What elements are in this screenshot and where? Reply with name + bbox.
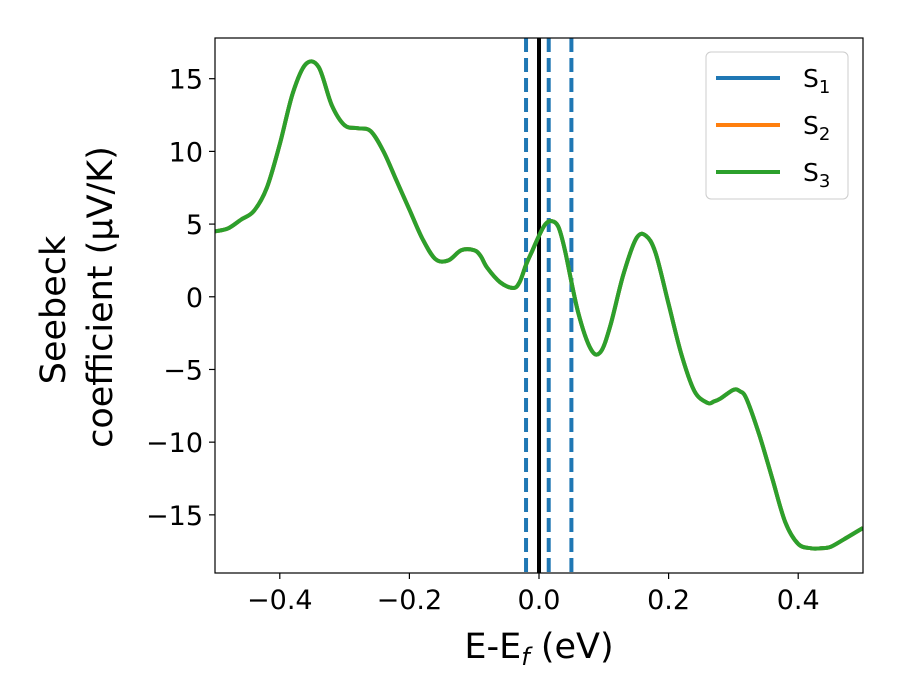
y-tick-label: −15	[146, 501, 203, 532]
x-tick-label: 0.2	[647, 585, 690, 616]
x-tick-label: −0.4	[247, 585, 313, 616]
y-tick-label: 5	[186, 210, 203, 241]
y-tick-label: −5	[163, 355, 203, 386]
legend-label: S1	[803, 64, 830, 98]
x-tick-label: −0.2	[377, 585, 443, 616]
x-tick-label: 0.4	[777, 585, 820, 616]
legend-item-S3: S3	[716, 158, 830, 192]
y-axis-label-line1: Seebeck	[34, 235, 74, 384]
y-tick-label: 0	[186, 283, 203, 314]
y-axis-ticks: −15 −10 −5 0 5 10 15	[146, 65, 215, 532]
legend: S1 S2 S3	[705, 51, 849, 200]
x-axis-label: E-Ef (eV)	[464, 627, 613, 671]
x-axis-ticks: −0.4 −0.2 0.0 0.2 0.4	[247, 573, 820, 616]
legend-item-S1: S1	[716, 64, 830, 98]
series-line-S3	[215, 59, 863, 551]
y-tick-label: 10	[169, 137, 203, 168]
legend-label: S2	[803, 111, 830, 145]
legend-item-S2: S2	[716, 111, 830, 145]
y-tick-label: 15	[169, 65, 203, 96]
y-tick-label: −10	[146, 428, 203, 459]
legend-label: S3	[803, 158, 830, 192]
y-axis-label-line2: coefficient (μV/K)	[81, 146, 121, 448]
x-tick-label: 0.0	[518, 585, 561, 616]
series-curves	[215, 59, 863, 551]
vertical-lines	[524, 38, 574, 573]
